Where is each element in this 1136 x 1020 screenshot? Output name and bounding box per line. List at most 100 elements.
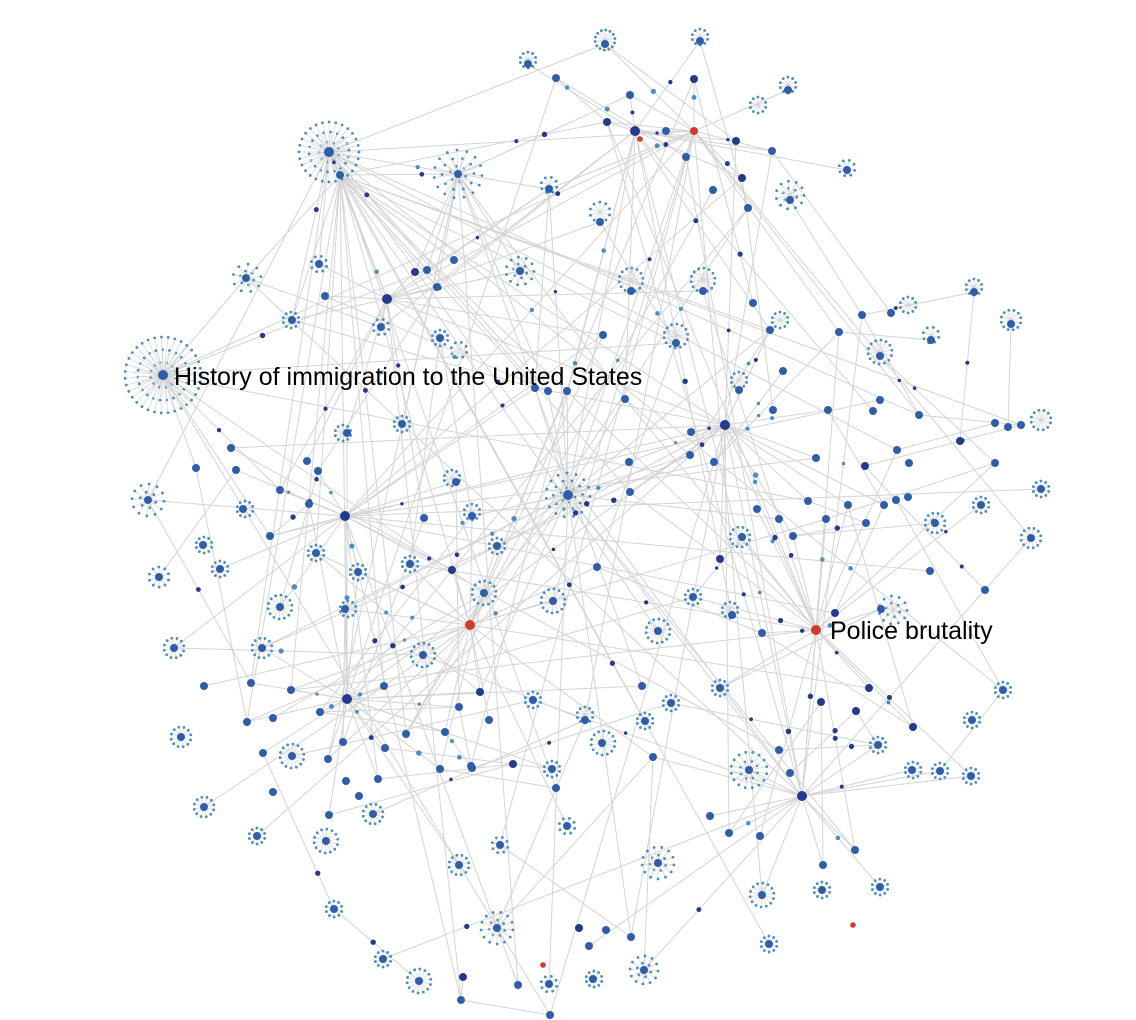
hub-node[interactable] bbox=[480, 589, 488, 597]
hub-node[interactable] bbox=[269, 788, 277, 796]
hub-node[interactable] bbox=[266, 532, 274, 540]
hub-node[interactable] bbox=[758, 891, 766, 899]
hub-node[interactable] bbox=[342, 777, 350, 785]
hub-node[interactable] bbox=[699, 287, 707, 295]
hub-node[interactable] bbox=[544, 387, 552, 395]
hub-node[interactable] bbox=[887, 309, 895, 317]
hub-node[interactable] bbox=[716, 684, 724, 692]
hub-node[interactable] bbox=[276, 603, 284, 611]
hub-node[interactable] bbox=[981, 586, 989, 594]
highlight-node[interactable] bbox=[811, 625, 821, 635]
hub-node[interactable] bbox=[398, 420, 406, 428]
hub-node[interactable] bbox=[843, 166, 851, 174]
hub-node[interactable] bbox=[732, 137, 740, 145]
hub-node[interactable] bbox=[589, 975, 597, 983]
hub-node[interactable] bbox=[706, 812, 714, 820]
hub-node[interactable] bbox=[926, 567, 934, 575]
hub-node[interactable] bbox=[789, 532, 797, 540]
hub-node[interactable] bbox=[745, 766, 753, 774]
hub-node[interactable] bbox=[640, 966, 648, 974]
hub-node[interactable] bbox=[775, 746, 783, 754]
hub-node[interactable] bbox=[852, 707, 860, 715]
hub-node[interactable] bbox=[239, 505, 247, 513]
hub-node[interactable] bbox=[812, 454, 820, 462]
hub-node[interactable] bbox=[689, 593, 697, 601]
hub-node[interactable] bbox=[851, 846, 859, 854]
hub-node[interactable] bbox=[621, 395, 629, 403]
highlight-node[interactable] bbox=[465, 620, 475, 630]
hub-node[interactable] bbox=[779, 367, 787, 375]
hub-node[interactable] bbox=[927, 336, 935, 344]
hub-node[interactable] bbox=[441, 728, 449, 736]
hub-node[interactable] bbox=[641, 717, 649, 725]
hub-node[interactable] bbox=[709, 186, 717, 194]
hub-node[interactable] bbox=[858, 311, 866, 319]
hub-node[interactable] bbox=[599, 331, 607, 339]
hub-node[interactable] bbox=[824, 406, 832, 414]
highlight-node[interactable] bbox=[637, 136, 643, 142]
hub-node[interactable] bbox=[768, 147, 776, 155]
hub-node[interactable] bbox=[258, 644, 266, 652]
hub-node[interactable] bbox=[369, 810, 377, 818]
hub-node[interactable] bbox=[314, 467, 322, 475]
label-police-brutality[interactable]: Police brutality bbox=[830, 617, 993, 645]
hub-node[interactable] bbox=[876, 396, 884, 404]
hub-node[interactable] bbox=[436, 765, 444, 773]
hub-node[interactable] bbox=[797, 791, 807, 801]
hub-node[interactable] bbox=[276, 486, 284, 494]
hub-node[interactable] bbox=[552, 784, 560, 792]
hub-node[interactable] bbox=[649, 753, 657, 761]
hub-node[interactable] bbox=[423, 266, 431, 274]
hub-node[interactable] bbox=[305, 500, 313, 508]
hub-node[interactable] bbox=[835, 328, 843, 336]
highlight-node[interactable] bbox=[690, 127, 698, 135]
hub-node[interactable] bbox=[420, 514, 428, 522]
hub-node[interactable] bbox=[259, 749, 267, 757]
hub-node[interactable] bbox=[200, 682, 208, 690]
hub-node[interactable] bbox=[654, 859, 662, 867]
hub-node[interactable] bbox=[766, 326, 774, 334]
hub-node[interactable] bbox=[596, 218, 604, 226]
hub-node[interactable] bbox=[177, 733, 185, 741]
hub-node[interactable] bbox=[545, 185, 553, 193]
hub-node[interactable] bbox=[455, 861, 463, 869]
hub-node[interactable] bbox=[242, 274, 250, 282]
hub-node[interactable] bbox=[667, 699, 675, 707]
hub-node[interactable] bbox=[598, 739, 606, 747]
hub-node[interactable] bbox=[865, 684, 873, 692]
hub-node[interactable] bbox=[170, 644, 178, 652]
hub-node[interactable] bbox=[581, 716, 589, 724]
hub-node[interactable] bbox=[411, 268, 419, 276]
hub-node[interactable] bbox=[626, 488, 634, 496]
hub-node[interactable] bbox=[343, 429, 351, 437]
hub-node[interactable] bbox=[355, 792, 363, 800]
hub-node[interactable] bbox=[1004, 423, 1012, 431]
hub-node[interactable] bbox=[696, 37, 704, 45]
hub-node[interactable] bbox=[457, 996, 465, 1004]
hub-node[interactable] bbox=[602, 926, 610, 934]
hub-node[interactable] bbox=[862, 519, 870, 527]
hub-node[interactable] bbox=[468, 512, 476, 520]
hub-node[interactable] bbox=[158, 370, 168, 380]
hub-node[interactable] bbox=[493, 542, 501, 550]
hub-node[interactable] bbox=[931, 519, 939, 527]
hub-node[interactable] bbox=[786, 196, 794, 204]
hub-node[interactable] bbox=[531, 384, 539, 392]
hub-node[interactable] bbox=[627, 287, 635, 295]
hub-node[interactable] bbox=[467, 762, 475, 770]
hub-node[interactable] bbox=[312, 549, 320, 557]
hub-node[interactable] bbox=[548, 765, 556, 773]
hub-node[interactable] bbox=[967, 772, 975, 780]
hub-node[interactable] bbox=[322, 837, 330, 845]
hub-node[interactable] bbox=[844, 501, 852, 509]
hub-node[interactable] bbox=[672, 339, 680, 347]
hub-node[interactable] bbox=[991, 419, 999, 427]
hub-node[interactable] bbox=[880, 501, 888, 509]
hub-node[interactable] bbox=[970, 288, 978, 296]
hub-node[interactable] bbox=[288, 316, 296, 324]
hub-node[interactable] bbox=[876, 883, 884, 891]
hub-node[interactable] bbox=[654, 627, 662, 635]
hub-node[interactable] bbox=[728, 611, 736, 619]
hub-node[interactable] bbox=[936, 767, 944, 775]
hub-node[interactable] bbox=[381, 744, 389, 752]
